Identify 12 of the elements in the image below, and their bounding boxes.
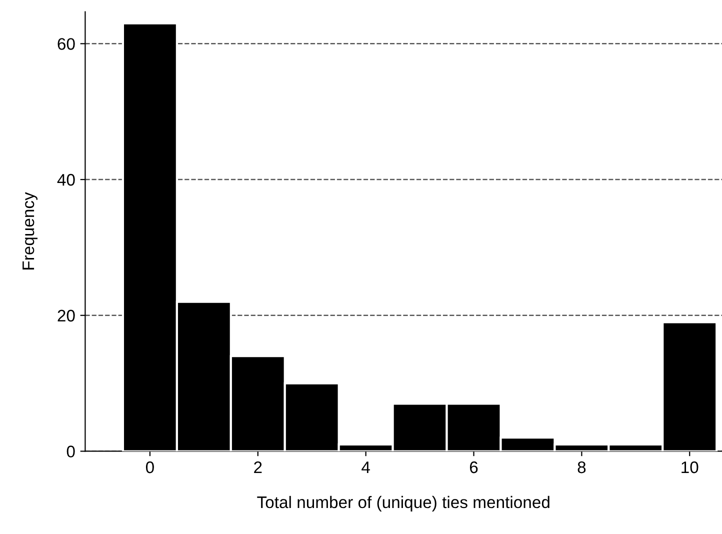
y-tick-label: 0 bbox=[66, 446, 75, 458]
y-tick-label: 60 bbox=[58, 38, 75, 50]
x-tick-label: 0 bbox=[146, 461, 154, 474]
y-tick-label: 20 bbox=[58, 310, 75, 322]
x-tick-label: 8 bbox=[578, 461, 586, 474]
x-tick-label: 6 bbox=[470, 461, 478, 474]
x-tick-label: 2 bbox=[254, 461, 262, 474]
y-axis-title: Frequency bbox=[22, 192, 38, 270]
x-tick-label: 4 bbox=[362, 462, 370, 474]
x-tick-label: 10 bbox=[682, 461, 698, 474]
x-axis-title: Total number of (unique) ties mentioned bbox=[257, 496, 550, 512]
y-tick-label: 40 bbox=[57, 174, 75, 186]
